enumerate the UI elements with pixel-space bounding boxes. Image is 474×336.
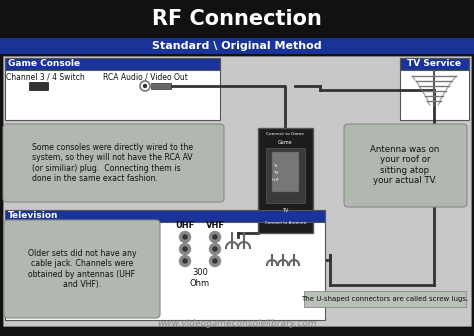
- Text: Standard \ Original Method: Standard \ Original Method: [152, 41, 322, 51]
- Text: Game: Game: [278, 139, 293, 144]
- FancyBboxPatch shape: [5, 58, 220, 120]
- FancyBboxPatch shape: [4, 220, 160, 318]
- FancyBboxPatch shape: [5, 210, 325, 320]
- Text: Some consoles were directly wired to the
system, so they will not have the RCA A: Some consoles were directly wired to the…: [32, 143, 193, 183]
- Circle shape: [180, 232, 191, 243]
- Text: 300
Ohm: 300 Ohm: [190, 268, 210, 288]
- FancyBboxPatch shape: [344, 124, 467, 207]
- Text: www.videogameconsolelibrary.com: www.videogameconsolelibrary.com: [157, 319, 317, 328]
- FancyBboxPatch shape: [304, 291, 466, 307]
- Text: TV: TV: [273, 171, 278, 175]
- Text: Connect to Game: Connect to Game: [266, 132, 304, 136]
- FancyBboxPatch shape: [400, 58, 469, 120]
- FancyBboxPatch shape: [151, 83, 171, 89]
- FancyBboxPatch shape: [3, 124, 224, 202]
- Circle shape: [180, 244, 191, 254]
- Text: Older sets did not have any
cable jack. Channels were
obtained by antennas (UHF
: Older sets did not have any cable jack. …: [27, 249, 137, 289]
- Text: UHF: UHF: [175, 221, 195, 230]
- Circle shape: [210, 232, 220, 243]
- Text: RCA Audio / Video Out: RCA Audio / Video Out: [102, 73, 187, 82]
- Circle shape: [183, 259, 187, 263]
- Circle shape: [183, 247, 187, 251]
- Text: VHF: VHF: [206, 221, 225, 230]
- Circle shape: [180, 255, 191, 266]
- Text: TV: TV: [283, 208, 289, 212]
- Circle shape: [210, 244, 220, 254]
- Circle shape: [210, 255, 220, 266]
- Text: Channel 3 / 4 Switch: Channel 3 / 4 Switch: [6, 73, 84, 82]
- FancyBboxPatch shape: [266, 148, 305, 203]
- Circle shape: [213, 235, 217, 239]
- Circle shape: [213, 247, 217, 251]
- Text: UHF: UHF: [271, 178, 280, 182]
- Text: Connect to Antenna: Connect to Antenna: [265, 221, 306, 225]
- Text: Television: Television: [8, 211, 58, 220]
- FancyBboxPatch shape: [0, 38, 474, 54]
- Circle shape: [213, 259, 217, 263]
- FancyBboxPatch shape: [272, 152, 299, 192]
- FancyBboxPatch shape: [0, 0, 474, 38]
- FancyBboxPatch shape: [258, 128, 313, 233]
- Text: The U-shaped connectors are called screw lugs.: The U-shaped connectors are called screw…: [301, 296, 469, 302]
- Text: Antenna was on
your roof or
sitting atop
your actual TV.: Antenna was on your roof or sitting atop…: [370, 145, 440, 185]
- Text: TV Service: TV Service: [407, 59, 461, 69]
- FancyBboxPatch shape: [5, 210, 325, 222]
- FancyBboxPatch shape: [3, 56, 471, 326]
- Circle shape: [183, 235, 187, 239]
- Text: To: To: [273, 164, 278, 168]
- FancyBboxPatch shape: [29, 83, 48, 90]
- FancyBboxPatch shape: [5, 58, 220, 70]
- Text: RF Connection: RF Connection: [152, 9, 322, 29]
- Text: Game Console: Game Console: [8, 59, 80, 69]
- Circle shape: [144, 84, 146, 87]
- FancyBboxPatch shape: [400, 58, 469, 70]
